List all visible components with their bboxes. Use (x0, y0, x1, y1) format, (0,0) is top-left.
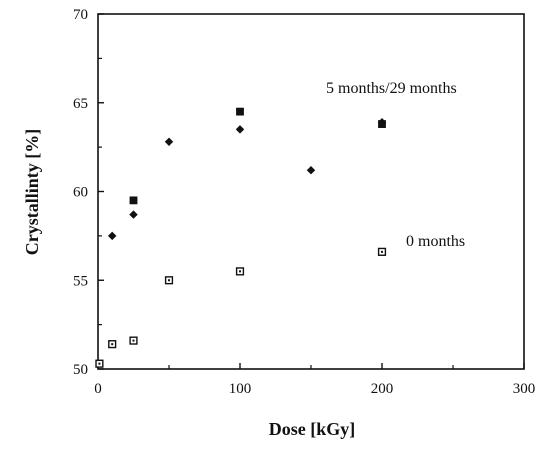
point-diamond (306, 165, 316, 175)
x-axis-title: Dose [kGy] (269, 419, 356, 439)
plot-border (97, 13, 525, 370)
point-filled-square (236, 107, 244, 116)
y-tick-label: 70 (73, 7, 88, 23)
y-axis-title: Crystallinty [%] (22, 129, 42, 255)
y-axis-ticks: 50 55 60 65 70 (73, 7, 104, 378)
point-diamond (129, 210, 138, 219)
point-filled-square (129, 196, 138, 205)
point-diamond (164, 137, 174, 147)
annotation-0-months: 0 months (406, 233, 465, 250)
point-diamond (107, 231, 117, 241)
y-tick-label: 65 (73, 96, 88, 112)
point-open-square-dot (239, 270, 241, 273)
y-tick-label: 60 (73, 185, 88, 201)
annotation-5-29-months: 5 months/29 months (326, 80, 457, 97)
point-open-square-dot (98, 362, 101, 365)
x-tick-label: 300 (513, 381, 536, 397)
point-filled-square (378, 120, 386, 128)
point-open-square-dot (132, 339, 135, 342)
data-points (95, 107, 387, 368)
x-tick-label: 100 (229, 381, 252, 397)
plot-frame (97, 13, 525, 370)
x-axis-ticks: 0 100 200 300 (94, 363, 535, 397)
point-open-square-dot (168, 279, 170, 282)
point-diamond (235, 125, 245, 134)
point-open-square-dot (111, 343, 114, 346)
y-tick-label: 55 (73, 273, 88, 289)
y-tick-label: 50 (73, 362, 88, 378)
x-tick-label: 0 (94, 381, 102, 397)
point-open-square-dot (381, 250, 383, 253)
x-tick-label: 200 (371, 381, 394, 397)
